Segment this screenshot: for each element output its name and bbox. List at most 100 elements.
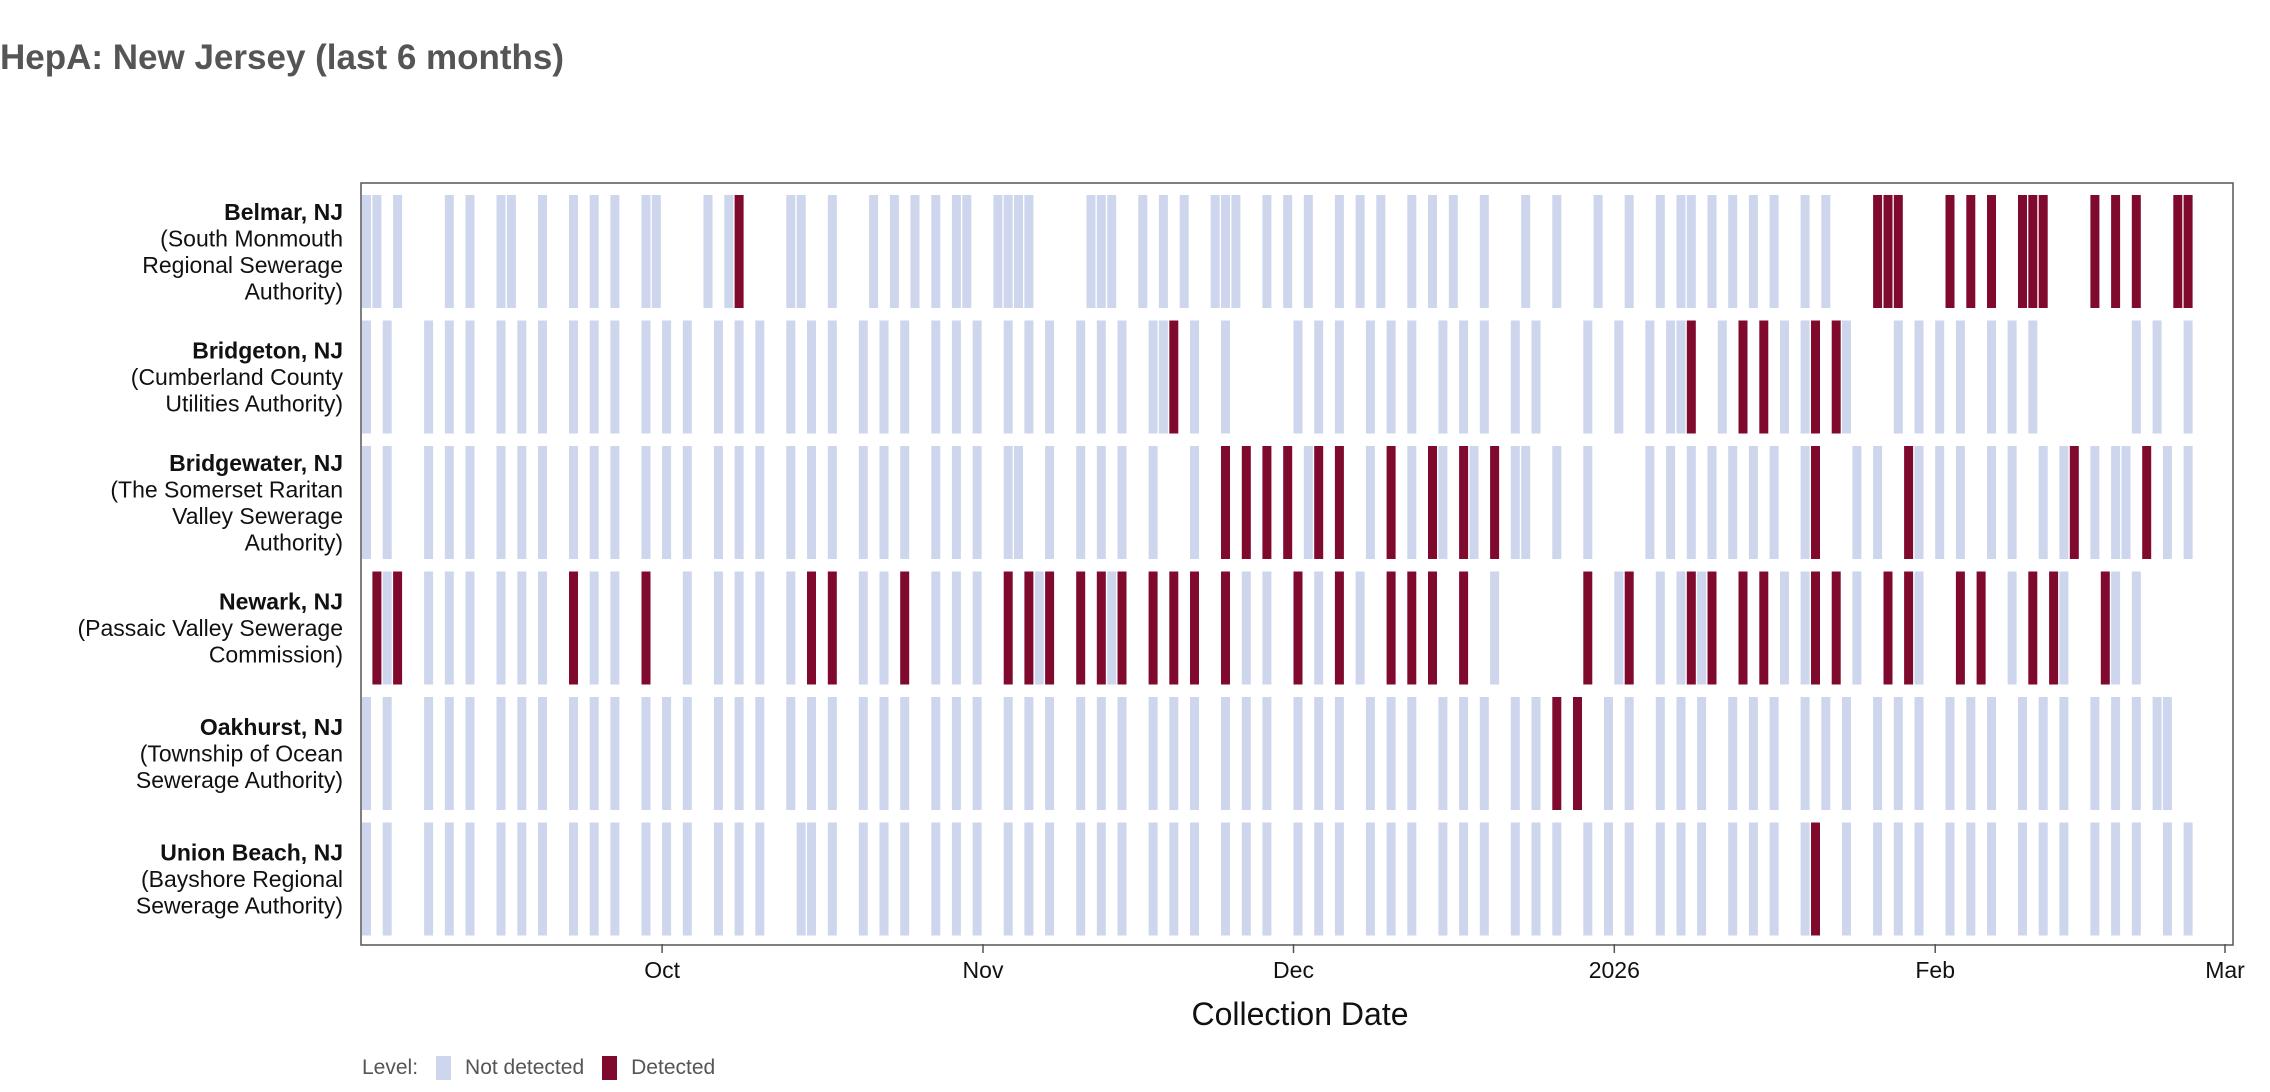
cell-bridgewater-nj-detected-2025-11-28 — [1262, 446, 1272, 559]
cell-bridgewater-nj-not-detected-2025-09-17 — [517, 446, 527, 559]
cell-belmar-nj-not-detected-2025-10-17 — [827, 195, 837, 308]
x-axis-title: Collection Date — [1192, 996, 1409, 1032]
cell-oakhurst-nj-not-detected-2026-02-20 — [2131, 697, 2141, 810]
cell-bridgewater-nj-not-detected-2026-01-19 — [1800, 446, 1810, 559]
cell-bridgewater-nj-detected-2025-11-24 — [1221, 446, 1230, 559]
cell-union-beach-nj-not-detected-2026-01-23 — [1842, 822, 1851, 936]
cell-oakhurst-nj-not-detected-2025-10-22 — [879, 697, 889, 810]
cell-bridgewater-nj-not-detected-2025-10-15 — [807, 446, 816, 559]
cell-belmar-nj-not-detected-2025-12-23 — [1521, 195, 1531, 308]
cell-bridgewater-nj-not-detected-2025-10-10 — [755, 446, 765, 559]
cell-bridgewater-nj-not-detected-2026-01-14 — [1748, 446, 1758, 559]
cell-bridgewater-nj-not-detected-2025-10-08 — [734, 446, 744, 559]
cell-union-beach-nj-not-detected-2026-01-12 — [1728, 822, 1738, 936]
cell-union-beach-nj-not-detected-2025-10-20 — [858, 822, 868, 936]
site-name-oakhurst-nj: Oakhurst, NJ — [200, 714, 343, 740]
cell-belmar-nj-detected-2026-01-27 — [1883, 195, 1893, 308]
cell-bridgewater-nj-not-detected-2025-12-15 — [1438, 446, 1448, 559]
cell-belmar-nj-not-detected-2025-09-30 — [651, 195, 661, 308]
cell-belmar-nj-not-detected-2025-12-30 — [1593, 195, 1603, 308]
cell-newark-nj-not-detected-2025-10-10 — [755, 571, 765, 685]
cell-newark-nj-not-detected-2025-10-13 — [786, 571, 796, 685]
cell-belmar-nj-detected-2026-01-26 — [1873, 195, 1883, 308]
cell-bridgeton-nj-not-detected-2025-12-05 — [1334, 320, 1344, 434]
cell-newark-nj-detected-2026-02-10 — [2028, 571, 2038, 685]
cell-bridgeton-nj-not-detected-2025-09-12 — [465, 320, 475, 434]
cell-union-beach-nj-not-detected-2026-02-11 — [2038, 822, 2048, 936]
cell-oakhurst-nj-not-detected-2025-09-12 — [465, 697, 475, 810]
cell-bridgewater-nj-not-detected-2025-10-27 — [931, 446, 941, 559]
cell-bridgeton-nj-not-detected-2026-02-03 — [1955, 320, 1965, 434]
cell-newark-nj-not-detected-2025-10-31 — [972, 571, 982, 685]
cell-oakhurst-nj-not-detected-2025-09-02 — [362, 697, 371, 810]
cell-newark-nj-not-detected-2025-10-03 — [682, 571, 692, 685]
cell-bridgeton-nj-not-detected-2025-12-29 — [1583, 320, 1593, 434]
cell-union-beach-nj-not-detected-2026-01-05 — [1655, 822, 1665, 936]
cell-belmar-nj-not-detected-2026-01-21 — [1821, 195, 1831, 308]
cell-union-beach-nj-not-detected-2026-01-16 — [1769, 822, 1779, 936]
cell-belmar-nj-not-detected-2025-10-13 — [786, 195, 796, 308]
cell-bridgeton-nj-not-detected-2025-09-24 — [589, 320, 599, 434]
cell-union-beach-nj-not-detected-2026-02-02 — [1945, 822, 1955, 936]
cell-oakhurst-nj-not-detected-2025-12-05 — [1334, 697, 1344, 810]
cell-union-beach-nj-not-detected-2025-12-19 — [1479, 822, 1489, 936]
cell-bridgeton-nj-not-detected-2025-12-08 — [1365, 320, 1375, 434]
cell-newark-nj-detected-2025-12-05 — [1334, 571, 1344, 685]
cell-bridgeton-nj-not-detected-2025-10-22 — [879, 320, 889, 434]
cell-bridgeton-nj-not-detected-2025-10-24 — [900, 320, 910, 434]
cell-bridgeton-nj-not-detected-2025-12-17 — [1459, 320, 1469, 434]
cell-union-beach-nj-not-detected-2025-10-17 — [827, 822, 837, 936]
cell-union-beach-nj-not-detected-2026-02-09 — [2018, 822, 2027, 936]
cell-belmar-nj-not-detected-2025-11-30 — [1283, 195, 1293, 308]
cell-bridgewater-nj-detected-2026-02-21 — [2142, 446, 2152, 559]
cell-bridgeton-nj-detected-2026-01-15 — [1759, 320, 1769, 434]
cell-belmar-nj-not-detected-2025-11-24 — [1221, 195, 1230, 308]
cell-oakhurst-nj-not-detected-2025-10-13 — [786, 697, 796, 810]
cell-bridgewater-nj-not-detected-2026-02-18 — [2111, 446, 2121, 559]
cell-oakhurst-nj-not-detected-2025-09-15 — [496, 697, 506, 810]
site-label-oakhurst-nj: Oakhurst, NJ (Township of Ocean Sewerage A… — [136, 714, 343, 793]
cell-oakhurst-nj-not-detected-2025-10-15 — [807, 697, 816, 810]
cell-belmar-nj-detected-2026-02-20 — [2131, 195, 2141, 308]
cell-belmar-nj-not-detected-2025-09-05 — [393, 195, 403, 308]
cell-union-beach-nj-not-detected-2025-09-12 — [465, 822, 475, 936]
cell-union-beach-nj-not-detected-2025-10-14 — [796, 822, 806, 936]
cell-belmar-nj-not-detected-2025-11-11 — [1086, 195, 1096, 308]
cell-oakhurst-nj-not-detected-2025-11-07 — [1045, 697, 1055, 810]
cell-oakhurst-nj-not-detected-2026-01-26 — [1873, 697, 1883, 810]
cell-oakhurst-nj-not-detected-2025-10-29 — [951, 697, 961, 810]
cell-belmar-nj-not-detected-2025-12-12 — [1407, 195, 1417, 308]
cell-union-beach-nj-not-detected-2026-01-09 — [1697, 822, 1707, 936]
cell-newark-nj-not-detected-2025-09-24 — [589, 571, 599, 685]
cell-bridgeton-nj-not-detected-2026-01-04 — [1645, 320, 1655, 434]
cell-belmar-nj-not-detected-2025-11-12 — [1096, 195, 1106, 308]
cell-newark-nj-detected-2025-11-21 — [1190, 571, 1199, 685]
cell-bridgewater-nj-not-detected-2026-02-16 — [2090, 446, 2100, 559]
cell-newark-nj-not-detected-2025-10-06 — [713, 571, 723, 685]
cell-bridgewater-nj-not-detected-2025-12-23 — [1521, 446, 1531, 559]
cell-bridgewater-nj-not-detected-2026-01-06 — [1666, 446, 1676, 559]
cell-oakhurst-nj-not-detected-2025-09-10 — [444, 697, 454, 810]
cell-newark-nj-detected-2026-02-17 — [2100, 571, 2110, 685]
cell-oakhurst-nj-not-detected-2025-10-08 — [734, 697, 744, 810]
cell-bridgewater-nj-not-detected-2026-01-12 — [1728, 446, 1738, 559]
cell-oakhurst-nj-not-detected-2025-11-14 — [1117, 697, 1127, 810]
cell-newark-nj-not-detected-2026-02-13 — [2059, 571, 2069, 685]
cell-oakhurst-nj-not-detected-2025-09-26 — [610, 697, 620, 810]
cell-bridgewater-nj-not-detected-2025-10-01 — [662, 446, 672, 559]
cell-belmar-nj-not-detected-2025-09-03 — [372, 195, 382, 308]
cell-belmar-nj-detected-2026-02-16 — [2090, 195, 2100, 308]
cell-newark-nj-detected-2025-11-24 — [1221, 571, 1230, 685]
cell-bridgeton-nj-not-detected-2025-11-12 — [1096, 320, 1106, 434]
cell-bridgewater-nj-not-detected-2025-12-02 — [1303, 446, 1313, 559]
cell-newark-nj-not-detected-2026-01-19 — [1800, 571, 1810, 685]
cell-bridgewater-nj-not-detected-2026-02-01 — [1935, 446, 1945, 559]
cell-bridgewater-nj-not-detected-2025-09-12 — [465, 446, 475, 559]
cell-belmar-nj-not-detected-2025-11-02 — [993, 195, 1003, 308]
cell-bridgewater-nj-detected-2026-01-29 — [1904, 446, 1914, 559]
cell-belmar-nj-not-detected-2025-12-19 — [1479, 195, 1489, 308]
cell-oakhurst-nj-not-detected-2025-11-17 — [1148, 697, 1158, 810]
cell-newark-nj-not-detected-2026-01-24 — [1852, 571, 1862, 685]
cell-belmar-nj-not-detected-2025-11-20 — [1179, 195, 1189, 308]
